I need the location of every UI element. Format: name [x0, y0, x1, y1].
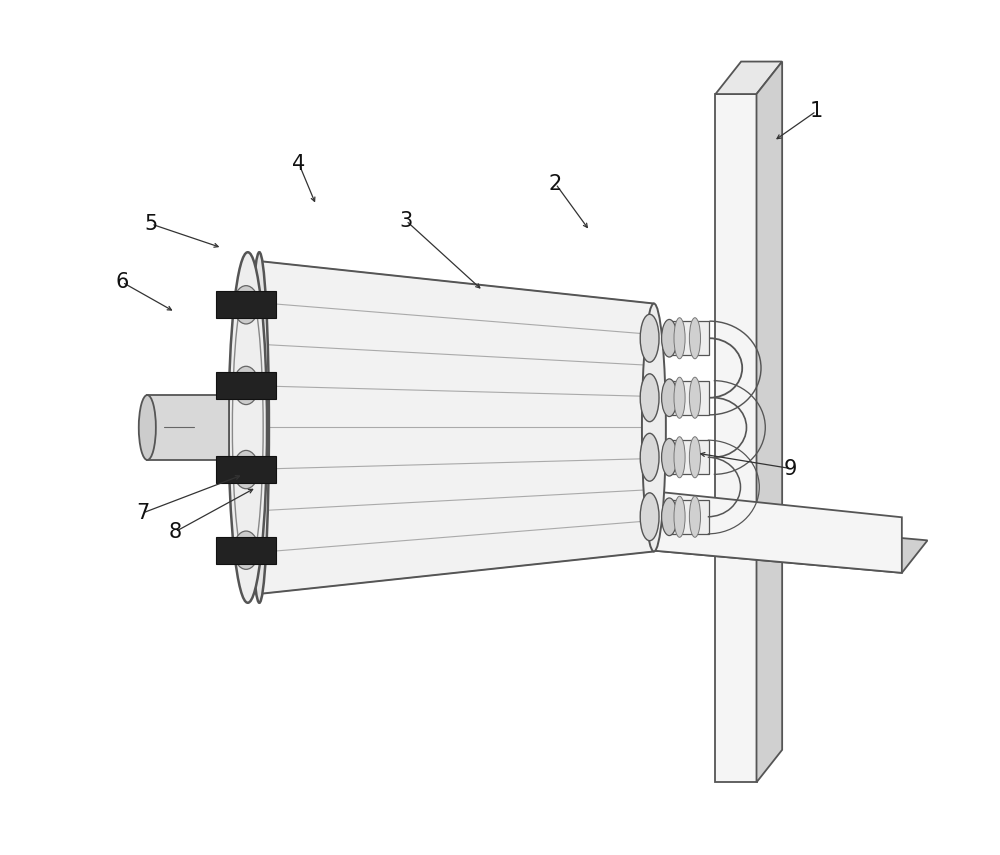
- Text: 2: 2: [549, 174, 562, 194]
- Bar: [216, 456, 276, 483]
- Bar: [216, 291, 276, 319]
- Ellipse shape: [689, 377, 700, 418]
- Polygon shape: [671, 499, 709, 534]
- Ellipse shape: [662, 320, 677, 357]
- Ellipse shape: [229, 252, 267, 603]
- Polygon shape: [671, 321, 709, 356]
- Ellipse shape: [234, 366, 259, 404]
- Polygon shape: [671, 440, 709, 475]
- Ellipse shape: [640, 315, 659, 363]
- Ellipse shape: [662, 379, 677, 416]
- Text: 8: 8: [169, 522, 182, 542]
- Ellipse shape: [674, 318, 685, 359]
- Polygon shape: [715, 94, 757, 782]
- Ellipse shape: [237, 373, 255, 398]
- Ellipse shape: [674, 496, 685, 537]
- Polygon shape: [147, 395, 229, 460]
- Ellipse shape: [234, 531, 259, 569]
- Polygon shape: [757, 62, 782, 782]
- Ellipse shape: [237, 457, 255, 482]
- Bar: [216, 537, 276, 564]
- Polygon shape: [256, 261, 654, 594]
- Text: 9: 9: [784, 458, 797, 479]
- Ellipse shape: [689, 437, 700, 478]
- Text: 1: 1: [810, 101, 823, 121]
- Polygon shape: [671, 380, 709, 415]
- Polygon shape: [615, 515, 928, 573]
- Polygon shape: [615, 487, 902, 573]
- Ellipse shape: [139, 395, 156, 460]
- Ellipse shape: [640, 433, 659, 481]
- Ellipse shape: [250, 252, 269, 603]
- Text: 3: 3: [399, 210, 413, 231]
- Ellipse shape: [237, 292, 255, 317]
- Ellipse shape: [662, 498, 677, 535]
- Text: 4: 4: [292, 154, 306, 174]
- Text: 7: 7: [136, 503, 149, 523]
- Ellipse shape: [234, 286, 259, 324]
- Text: 5: 5: [145, 214, 158, 234]
- Ellipse shape: [689, 496, 700, 537]
- Ellipse shape: [689, 318, 700, 359]
- Ellipse shape: [640, 492, 659, 540]
- Ellipse shape: [662, 439, 677, 476]
- Ellipse shape: [234, 451, 259, 489]
- Polygon shape: [715, 62, 782, 94]
- Ellipse shape: [674, 437, 685, 478]
- Ellipse shape: [642, 304, 666, 551]
- Text: 6: 6: [115, 272, 129, 292]
- Ellipse shape: [237, 538, 255, 563]
- Ellipse shape: [674, 377, 685, 418]
- Bar: [216, 372, 276, 399]
- Ellipse shape: [640, 374, 659, 422]
